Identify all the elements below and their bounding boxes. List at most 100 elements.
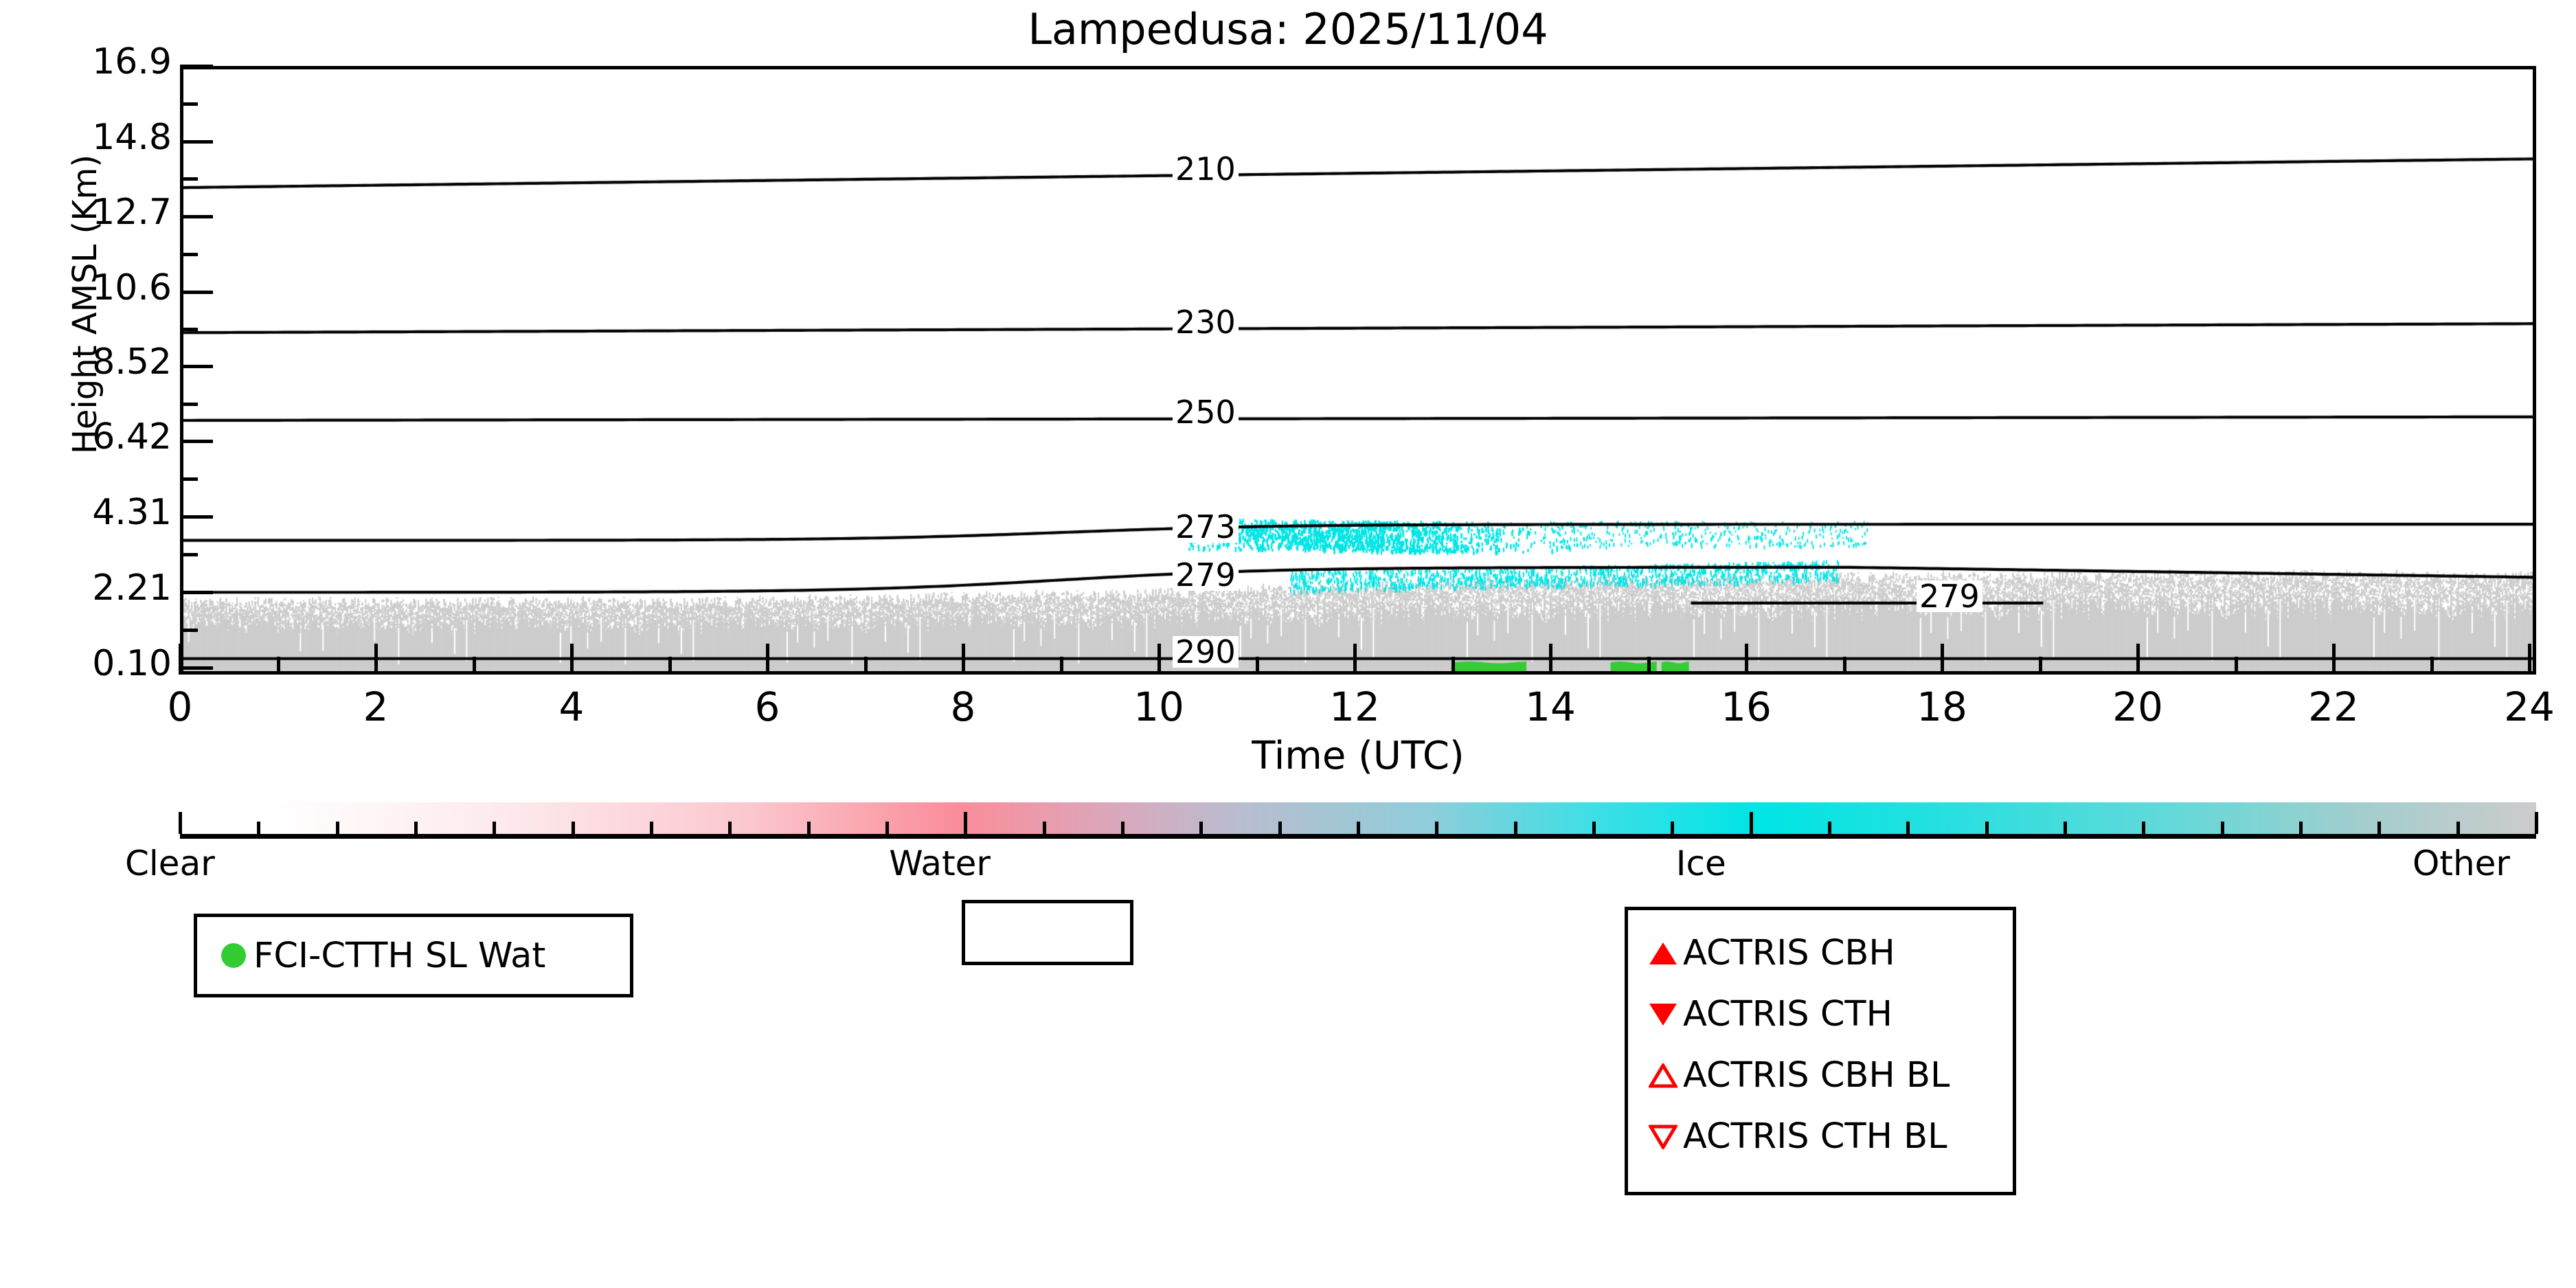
x-tick-mark [962,644,965,675]
x-tick-mark-minor [1451,657,1455,675]
y-tick-mark [180,290,213,294]
triangle-up-filled-icon [1643,942,1683,964]
y-tick-mark [180,364,213,368]
x-tick-mark [374,644,378,675]
legend-item-label: ACTRIS CBH [1683,933,1895,973]
y-tick-label: 6.42 [92,416,172,458]
circle-icon [214,943,253,968]
x-tick-label: 10 [1133,683,1184,730]
colorbar-tick [1513,822,1517,834]
contour-label: 279 [1917,580,1982,612]
legend-item-label: ACTRIS CBH BL [1683,1055,1950,1096]
triangle-down-open-icon [1643,1125,1683,1149]
y-tick-mark [180,65,213,68]
x-tick-mark [1157,644,1161,675]
colorbar-tick [1828,822,1831,834]
colorbar-tick [2220,822,2224,834]
x-tick-mark [1549,644,1552,675]
y-tick-label: 14.8 [92,116,172,158]
colorbar-tick [414,822,418,834]
legend-empty-box[interactable] [962,900,1133,965]
colorbar-tick [1985,822,1989,834]
x-tick-label: 12 [1329,683,1380,730]
x-tick-mark [570,644,574,675]
colorbar-tick [1435,822,1439,834]
colorbar-tick [1042,822,1046,834]
y-tick-mark-minor [180,252,198,256]
colorbar-tick [650,822,653,834]
y-tick-mark-minor [180,102,198,106]
colorbar-tick [257,822,261,834]
x-tick-label: 8 [950,683,976,730]
y-tick-mark [180,515,213,519]
x-tick-mark [1353,644,1357,675]
y-tick-mark-minor [180,553,198,557]
triangle-down-filled-icon [1643,1003,1683,1026]
x-axis-label: Time (UTC) [1252,734,1465,778]
plot-canvas [183,69,2533,671]
x-tick-label: 18 [1917,683,1967,730]
contour-label: 250 [1173,396,1239,428]
contour-label: 290 [1173,635,1239,668]
x-tick-mark [1941,644,1944,675]
y-tick-label: 16.9 [92,41,172,82]
y-tick-mark-minor [180,402,198,406]
page-title: Lampedusa: 2025/11/04 [1028,4,1548,54]
x-tick-mark-minor [2430,657,2434,675]
contour-label: 230 [1173,306,1239,338]
contour-label: 273 [1173,510,1239,543]
y-tick-label: 8.52 [92,341,172,383]
colorbar-tick [728,822,732,834]
x-tick-mark-minor [863,657,868,675]
colorbar-tick [2064,822,2067,834]
legend-fci-ctth[interactable]: FCI-CTTH SL Wat [194,914,633,997]
legend-item-actris-cth[interactable]: ACTRIS CTH [1643,984,1998,1045]
colorbar-tick-label: Clear [125,844,215,883]
colorbar-tick [335,822,339,834]
x-tick-mark [2528,644,2531,675]
y-tick-label: 2.21 [92,567,172,609]
legend-item-actris-cbh-bl[interactable]: ACTRIS CBH BL [1643,1045,1998,1106]
colorbar-tick [1671,822,1675,834]
colorbar-tick [1749,812,1753,834]
x-tick-label: 2 [363,683,389,730]
legend-item-actris-cbh[interactable]: ACTRIS CBH [1643,923,1998,984]
x-tick-mark-minor [1842,657,1846,675]
x-tick-mark [2332,644,2336,675]
colorbar-tick [806,822,811,834]
y-tick-label: 10.6 [92,267,172,308]
x-tick-mark-minor [472,657,476,675]
x-tick-label: 6 [754,683,780,730]
colorbar-tick [571,822,575,834]
legend-item-actris-cth-bl[interactable]: ACTRIS CTH BL [1643,1106,1998,1167]
y-tick-label: 0.10 [92,643,172,684]
colorbar-tick-label: Ice [1675,844,1726,883]
colorbar-tick [1121,822,1125,834]
colorbar-tick [2377,822,2382,834]
colorbar [179,802,2538,839]
x-tick-label: 24 [2504,683,2555,730]
y-tick-mark [180,666,213,670]
x-tick-label: 20 [2112,683,2163,730]
colorbar-tick [885,822,889,834]
triangle-up-open-icon [1643,1063,1683,1088]
x-tick-mark [179,644,182,675]
legend-item-label: FCI-CTTH SL Wat [253,935,546,976]
y-tick-mark-minor [180,177,198,181]
colorbar-tick [179,812,182,834]
legend-actris[interactable]: ACTRIS CBH ACTRIS CTH ACTRIS CBH BL ACTR… [1625,907,2016,1195]
x-tick-label: 0 [167,683,193,730]
plot-area [180,66,2536,675]
x-tick-mark [1745,644,1748,675]
colorbar-tick [964,812,968,834]
x-tick-mark-minor [1255,657,1259,675]
colorbar-tick [2299,822,2303,834]
x-tick-mark-minor [668,657,672,675]
y-tick-mark [180,215,213,218]
y-tick-mark-minor [180,628,198,632]
x-tick-mark [766,644,769,675]
x-tick-mark-minor [2038,657,2042,675]
x-tick-label: 16 [1721,683,1772,730]
colorbar-tick [1278,822,1282,834]
legend-item[interactable]: FCI-CTTH SL Wat [214,925,545,986]
